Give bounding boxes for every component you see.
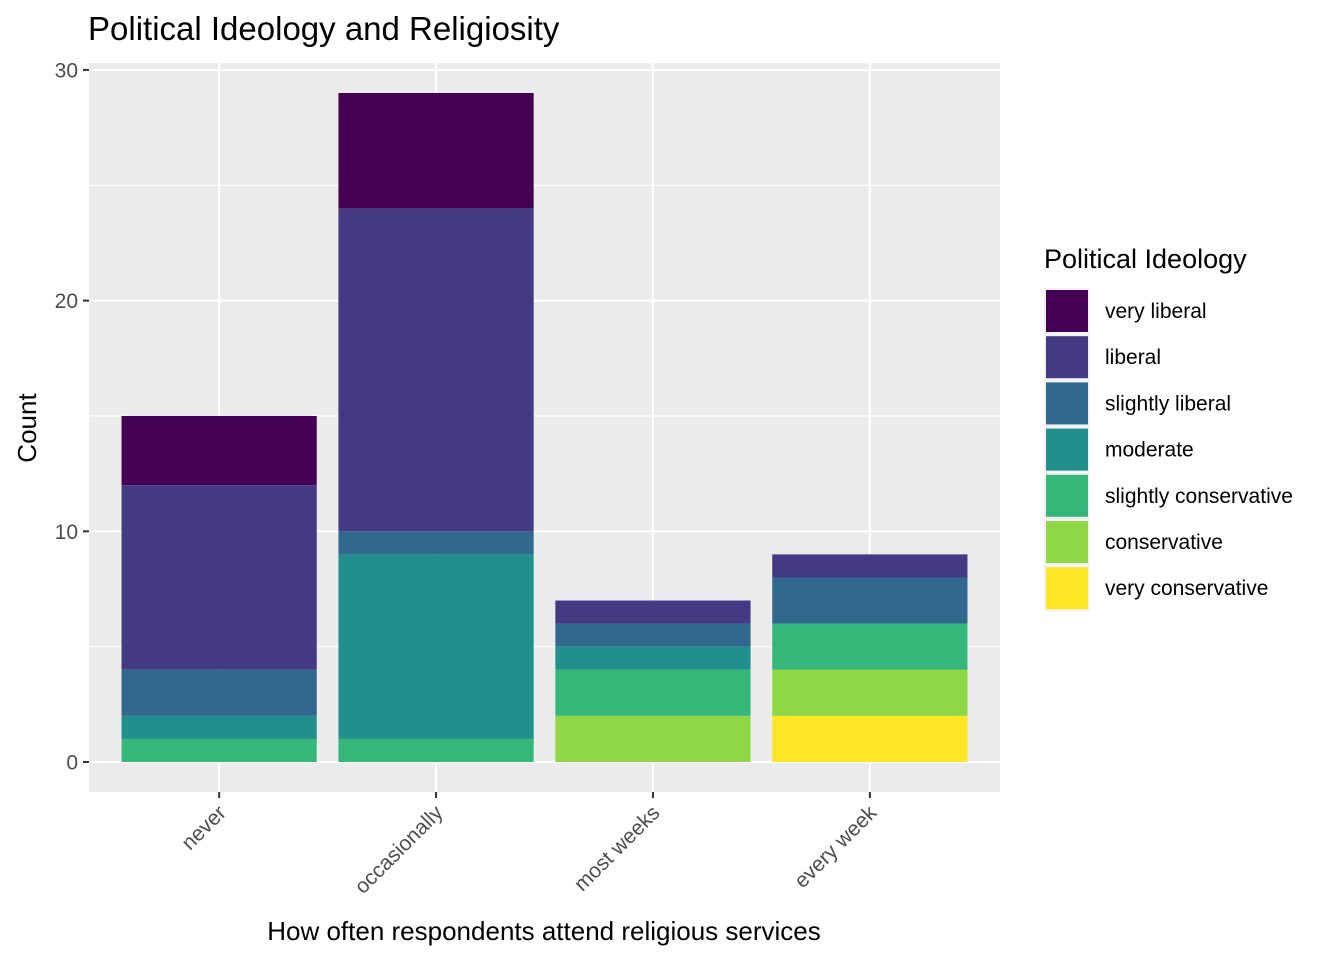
bar-segment [338,92,534,209]
x-axis-title: How often respondents attend religious s… [267,916,821,946]
bar-segment [772,715,968,763]
bar-segment [772,623,968,670]
bar-segment [555,715,751,763]
bars [121,92,968,763]
legend-items: very liberal liberal slightly liberal moder… [1044,288,1293,612]
x-tick-label: never [177,801,230,854]
legend-swatch [1046,521,1088,563]
bar-segment [555,646,751,670]
legend-swatch [1046,474,1088,517]
bar-segment [772,577,968,624]
bar-segment [121,715,317,739]
legend-label: conservative [1105,531,1223,554]
bar-segment [121,485,317,670]
legend-label: moderate [1105,439,1194,462]
x-tick-label: occasionally [350,801,448,899]
bar-segment [338,738,534,763]
legend: Political Ideology very liberal liberal sl… [1044,244,1293,612]
legend-label: slightly conservative [1105,485,1293,508]
legend-swatch [1046,290,1088,332]
x-tick-label: every week [790,801,882,893]
legend-title: Political Ideology [1044,244,1247,274]
y-axis-title: Count [12,393,42,463]
y-axis: 0 10 20 30 [55,59,89,775]
bar-segment [338,208,534,532]
bar-segment [338,554,534,739]
legend-label: very conservative [1105,577,1268,600]
bar-segment [121,669,317,716]
bar-segment [121,415,317,486]
legend-swatch [1046,567,1088,610]
legend-label: very liberal [1105,300,1207,323]
x-axis: never occasionally most weeks every week [177,792,882,899]
bar-segment [121,738,317,763]
bar-segment [555,623,751,647]
legend-swatch [1046,336,1088,379]
legend-swatch [1046,428,1088,471]
y-tick-label: 20 [55,290,78,313]
bar-segment [338,531,534,555]
bar-segment [772,669,968,716]
bar-segment [555,600,751,624]
legend-label: slightly liberal [1105,392,1231,415]
x-tick-label: most weeks [570,801,665,896]
y-tick-label: 0 [66,752,78,775]
y-tick-label: 30 [55,59,78,82]
bar-segment [772,554,968,578]
bar-segment [555,669,751,716]
y-tick-label: 10 [55,521,78,544]
legend-label: liberal [1105,346,1161,369]
legend-swatch [1046,382,1088,425]
chart-title: Political Ideology and Religiosity [88,10,560,47]
